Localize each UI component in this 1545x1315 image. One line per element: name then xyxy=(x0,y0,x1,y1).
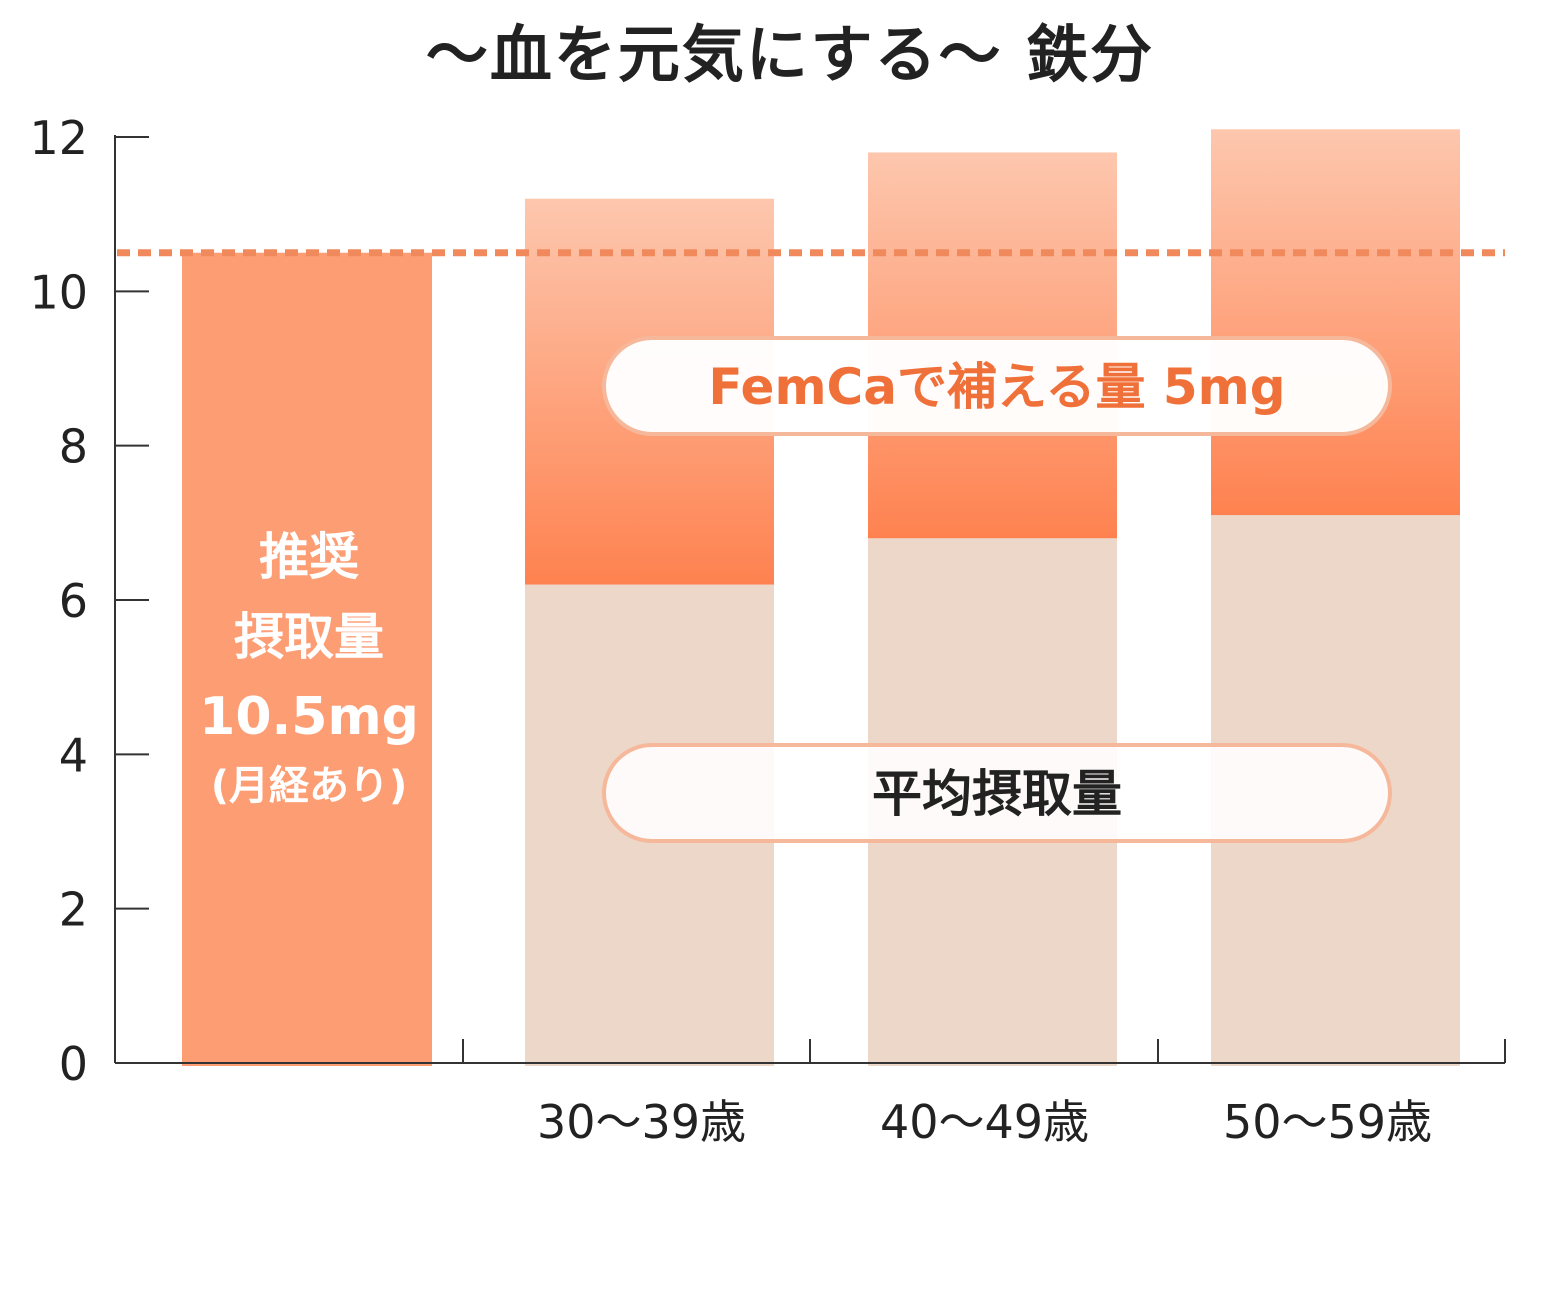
category-label: 30〜39歳 xyxy=(537,1095,746,1149)
supplement-legend-pill xyxy=(602,336,1392,436)
supplement-legend-text: FemCaで補える量 5mg xyxy=(708,358,1285,416)
supplement-bar xyxy=(1211,129,1460,516)
recommended-label-note: (月経あり) xyxy=(211,763,408,809)
chart-title: 〜血を元気にする〜 鉄分 xyxy=(425,18,1155,91)
average-legend-text: 平均摂取量 xyxy=(872,765,1122,823)
y-tick-label: 4 xyxy=(59,728,88,782)
y-tick-label: 8 xyxy=(59,420,88,474)
recommended-label-line: 推奨 xyxy=(259,528,359,586)
category-label: 40〜49歳 xyxy=(880,1095,1089,1149)
y-tick-label: 6 xyxy=(59,574,88,628)
recommended-label-line: 摂取量 xyxy=(234,608,384,666)
y-tick-label: 12 xyxy=(29,111,88,165)
y-tick-label: 10 xyxy=(29,265,88,319)
category-label: 50〜59歳 xyxy=(1223,1095,1432,1149)
average-legend-pill xyxy=(602,743,1392,843)
y-tick-label: 2 xyxy=(59,883,88,937)
recommended-bar xyxy=(182,252,432,1066)
recommended-label-line: 10.5mg xyxy=(199,687,419,747)
y-tick-label: 0 xyxy=(59,1037,88,1091)
